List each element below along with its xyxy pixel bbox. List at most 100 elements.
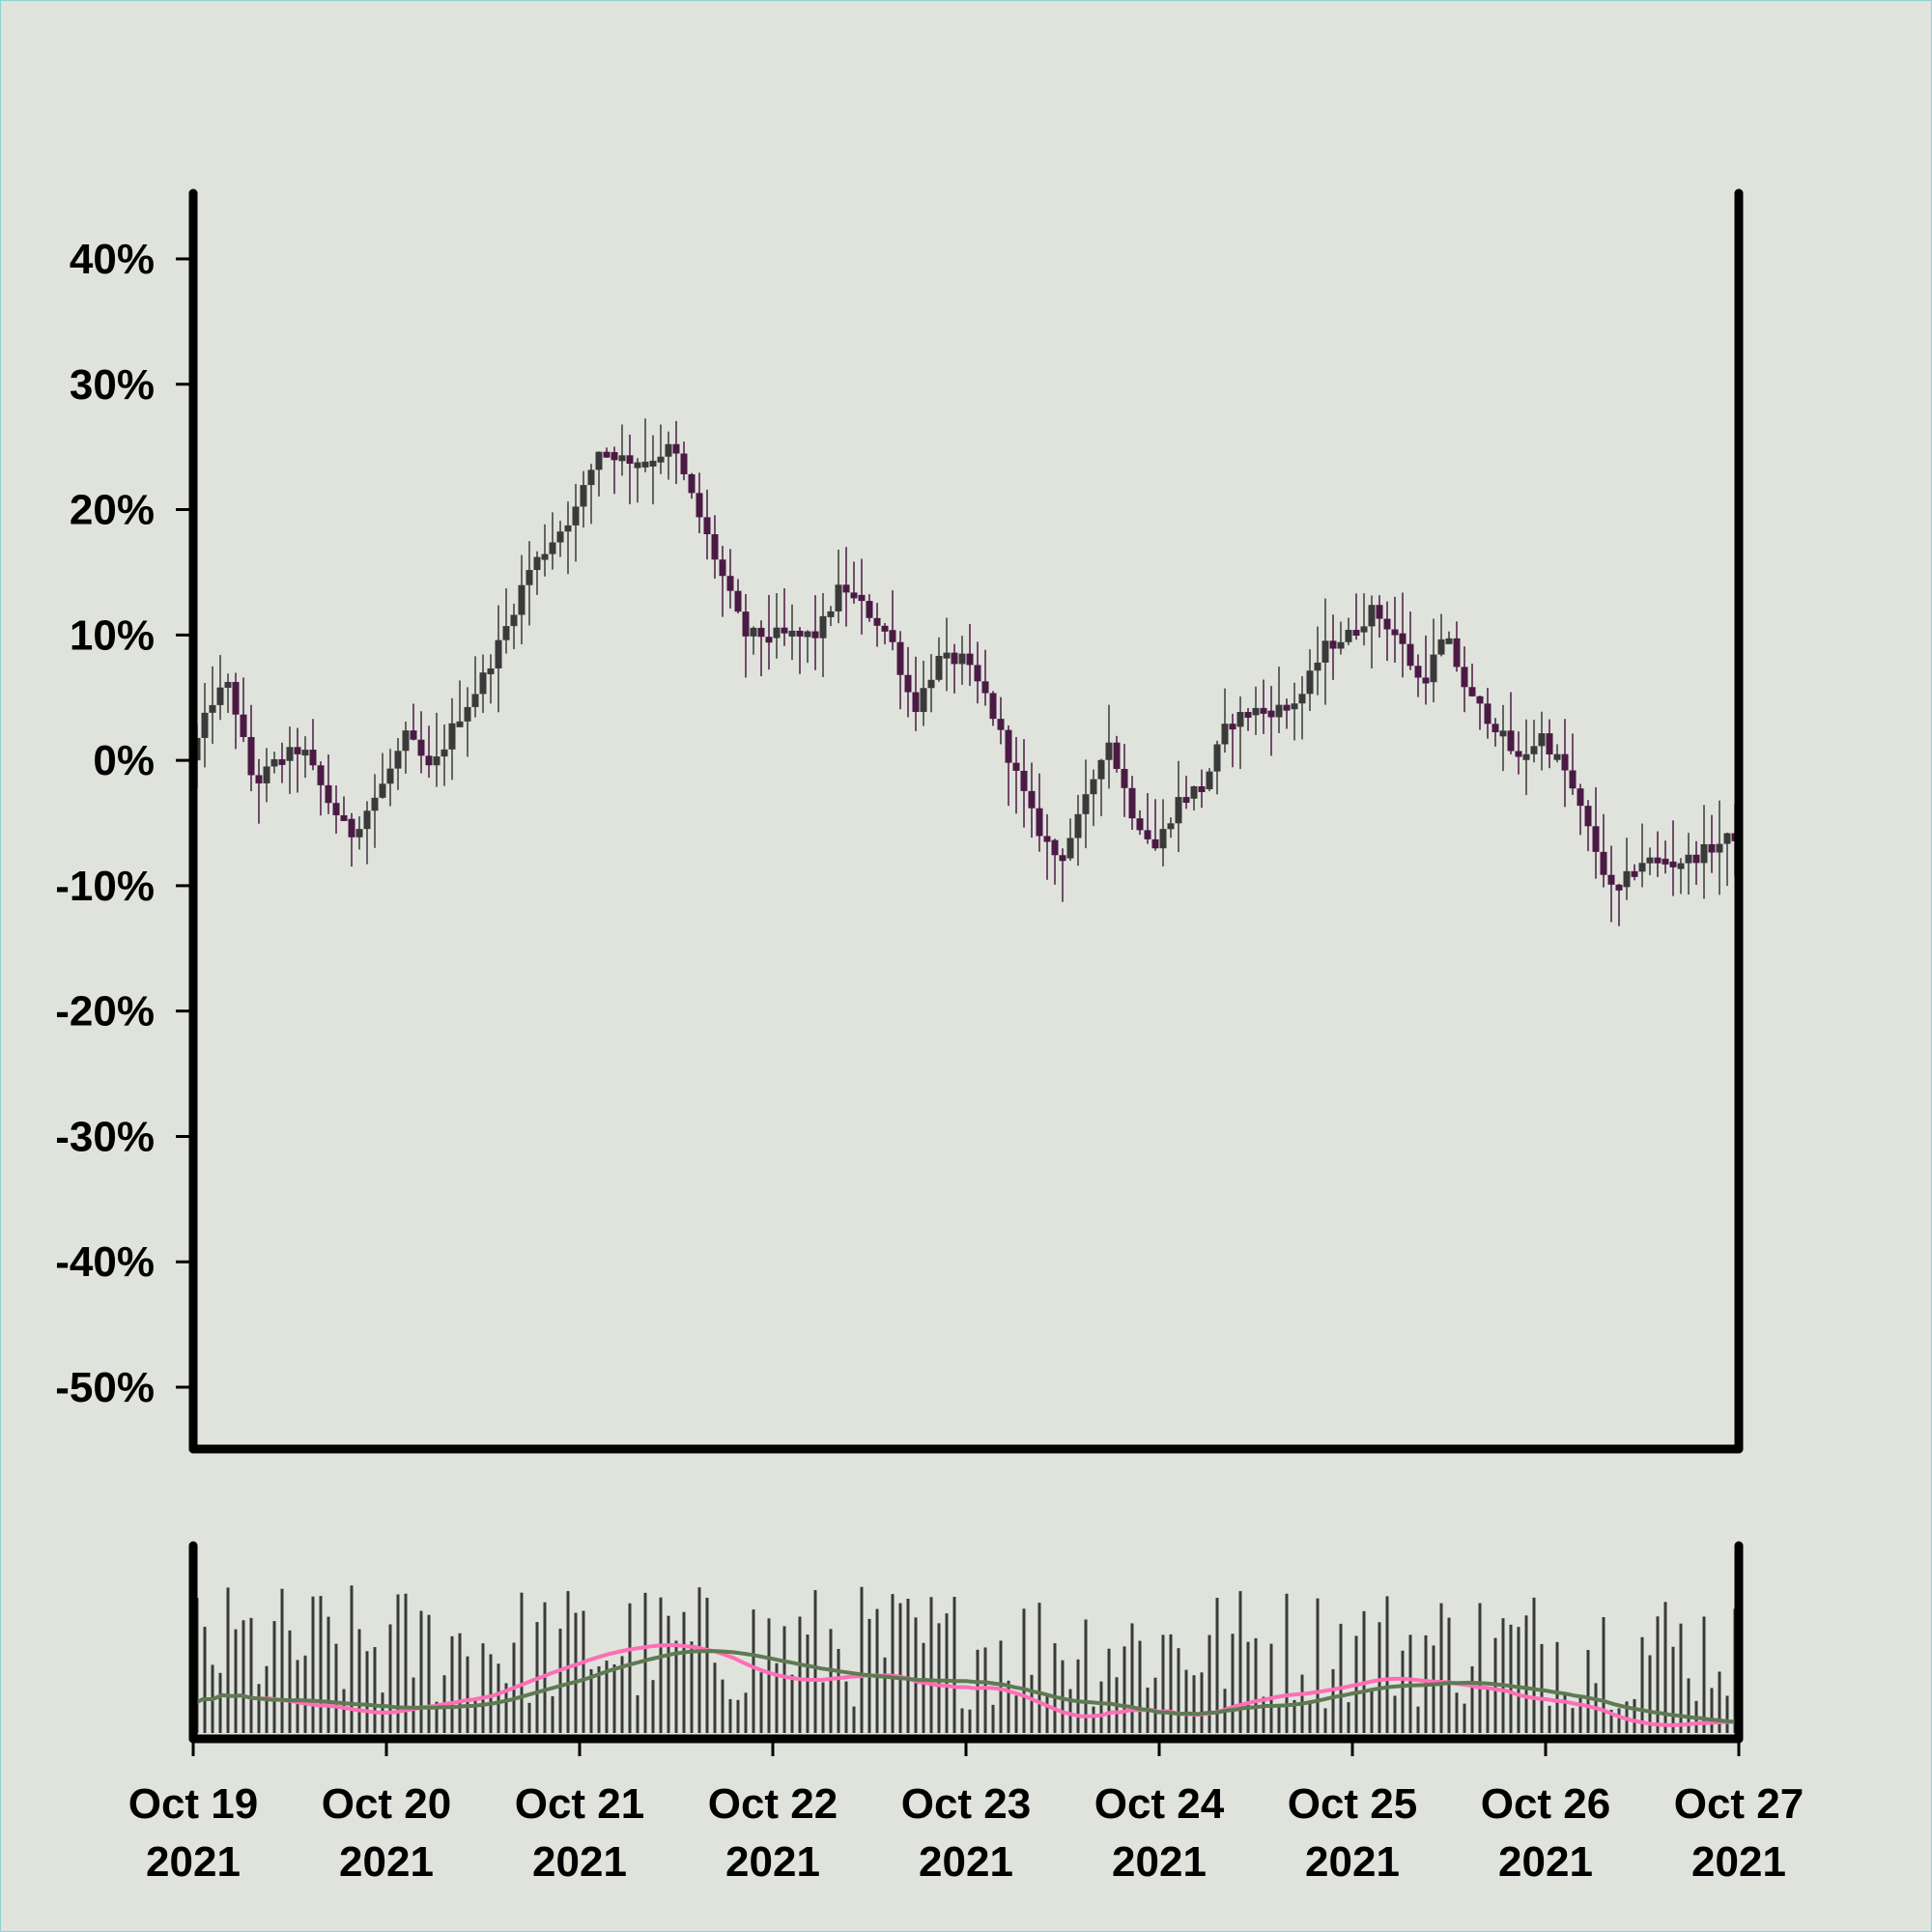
volume-bar [837, 1648, 840, 1733]
candle-body [1546, 733, 1553, 754]
volume-bar [968, 1709, 972, 1733]
candle-body [1453, 638, 1461, 668]
volume-bar [875, 1608, 879, 1733]
volume-bar [473, 1698, 477, 1733]
candle-body [997, 719, 1005, 730]
volume-bar [713, 1662, 717, 1733]
volume-bar [1687, 1678, 1690, 1733]
candle-body [726, 576, 734, 591]
candle-body [1345, 630, 1352, 642]
candle-body [1082, 794, 1090, 814]
candle-body [966, 653, 974, 666]
volume-bar [350, 1585, 354, 1733]
volume-bar [1710, 1688, 1714, 1733]
candle-body [1198, 785, 1206, 792]
candle-body [394, 751, 402, 769]
volume-bar [1339, 1623, 1343, 1733]
candle-body [974, 665, 981, 682]
candle-body [672, 443, 680, 454]
x-tick-label: Oct 21 [515, 1780, 645, 1828]
volume-bar [1308, 1702, 1312, 1733]
candle-body [1368, 605, 1376, 627]
volume-bar [1138, 1640, 1142, 1733]
candle-body [1561, 753, 1569, 771]
candle-body [1260, 707, 1267, 714]
volume-bar [357, 1629, 361, 1733]
volume-bar [1022, 1608, 1026, 1733]
candle-body [1144, 830, 1151, 839]
candle-body [572, 506, 580, 526]
volume-bar [1532, 1597, 1536, 1733]
volume-bar [1517, 1627, 1520, 1733]
candle-body [386, 768, 394, 784]
candle-body [850, 592, 858, 599]
volume-bar [1076, 1659, 1080, 1733]
volume-bar [504, 1683, 508, 1733]
candle-body [433, 756, 440, 766]
volume-bar [705, 1598, 709, 1733]
volume-bar [821, 1682, 825, 1733]
candle-body [1036, 808, 1043, 837]
candle-body [634, 462, 641, 469]
candle-body [1538, 733, 1546, 747]
candle-body [587, 469, 595, 486]
volume-bar [798, 1616, 802, 1733]
candle-body [935, 655, 943, 680]
volume-bar [1571, 1708, 1575, 1733]
candle-body [842, 584, 850, 593]
volume-bar [1231, 1634, 1235, 1733]
candle-body [1291, 703, 1298, 710]
volume-bar [1393, 1695, 1397, 1733]
candle-body [526, 570, 533, 585]
volume-bar [1161, 1634, 1165, 1733]
candle-body [927, 679, 935, 689]
candle-body [1692, 854, 1700, 864]
volume-bar [311, 1596, 315, 1733]
candle-body [410, 730, 417, 740]
candle-body [1492, 724, 1499, 732]
candle-body [811, 631, 819, 639]
candle-body [348, 818, 355, 838]
volume-bar [1563, 1694, 1567, 1733]
candle-body [765, 637, 773, 643]
candle-body [1383, 618, 1391, 630]
candle-body [1623, 870, 1631, 888]
volume-bar [1509, 1624, 1513, 1733]
candle-body [1662, 858, 1669, 865]
candle-body [1151, 838, 1159, 849]
volume-bar [976, 1649, 980, 1733]
volume-bar [272, 1621, 276, 1733]
volume-bar [1169, 1634, 1173, 1733]
candle-body [417, 739, 425, 756]
volume-bar [1725, 1695, 1729, 1733]
candle-body [1669, 861, 1677, 867]
candle-body [1499, 730, 1507, 737]
candle-body [1221, 724, 1229, 745]
candle-body [355, 829, 363, 838]
candle-body [471, 694, 479, 707]
volume-bar [1586, 1650, 1590, 1733]
candle-body [1376, 605, 1383, 619]
candle-body [1484, 703, 1492, 724]
volume-bar [1200, 1672, 1204, 1733]
volume-bar [597, 1666, 601, 1733]
volume-bar [1107, 1648, 1111, 1733]
candle-body [518, 584, 526, 615]
candle-body [819, 615, 827, 639]
axes: 40% 30% 20% 10% 0% -10% -20% -30% -40% -50% Oct 19… [55, 188, 1804, 1886]
candle-body [1646, 857, 1654, 864]
candle-body [1275, 704, 1283, 718]
candle-body [549, 542, 556, 554]
y-tick-label: -50% [55, 1364, 155, 1411]
candle-body [603, 451, 611, 458]
candle-body [804, 631, 811, 638]
candle-body [1360, 626, 1368, 633]
volume-bar [1007, 1680, 1010, 1733]
volume-bar [1192, 1675, 1196, 1733]
volume-bar [458, 1633, 462, 1733]
candle-body [564, 525, 572, 532]
volume-bar [891, 1594, 895, 1733]
volume-bar [1648, 1655, 1652, 1733]
volume-bar [605, 1661, 609, 1733]
volume-bar [1578, 1696, 1582, 1733]
